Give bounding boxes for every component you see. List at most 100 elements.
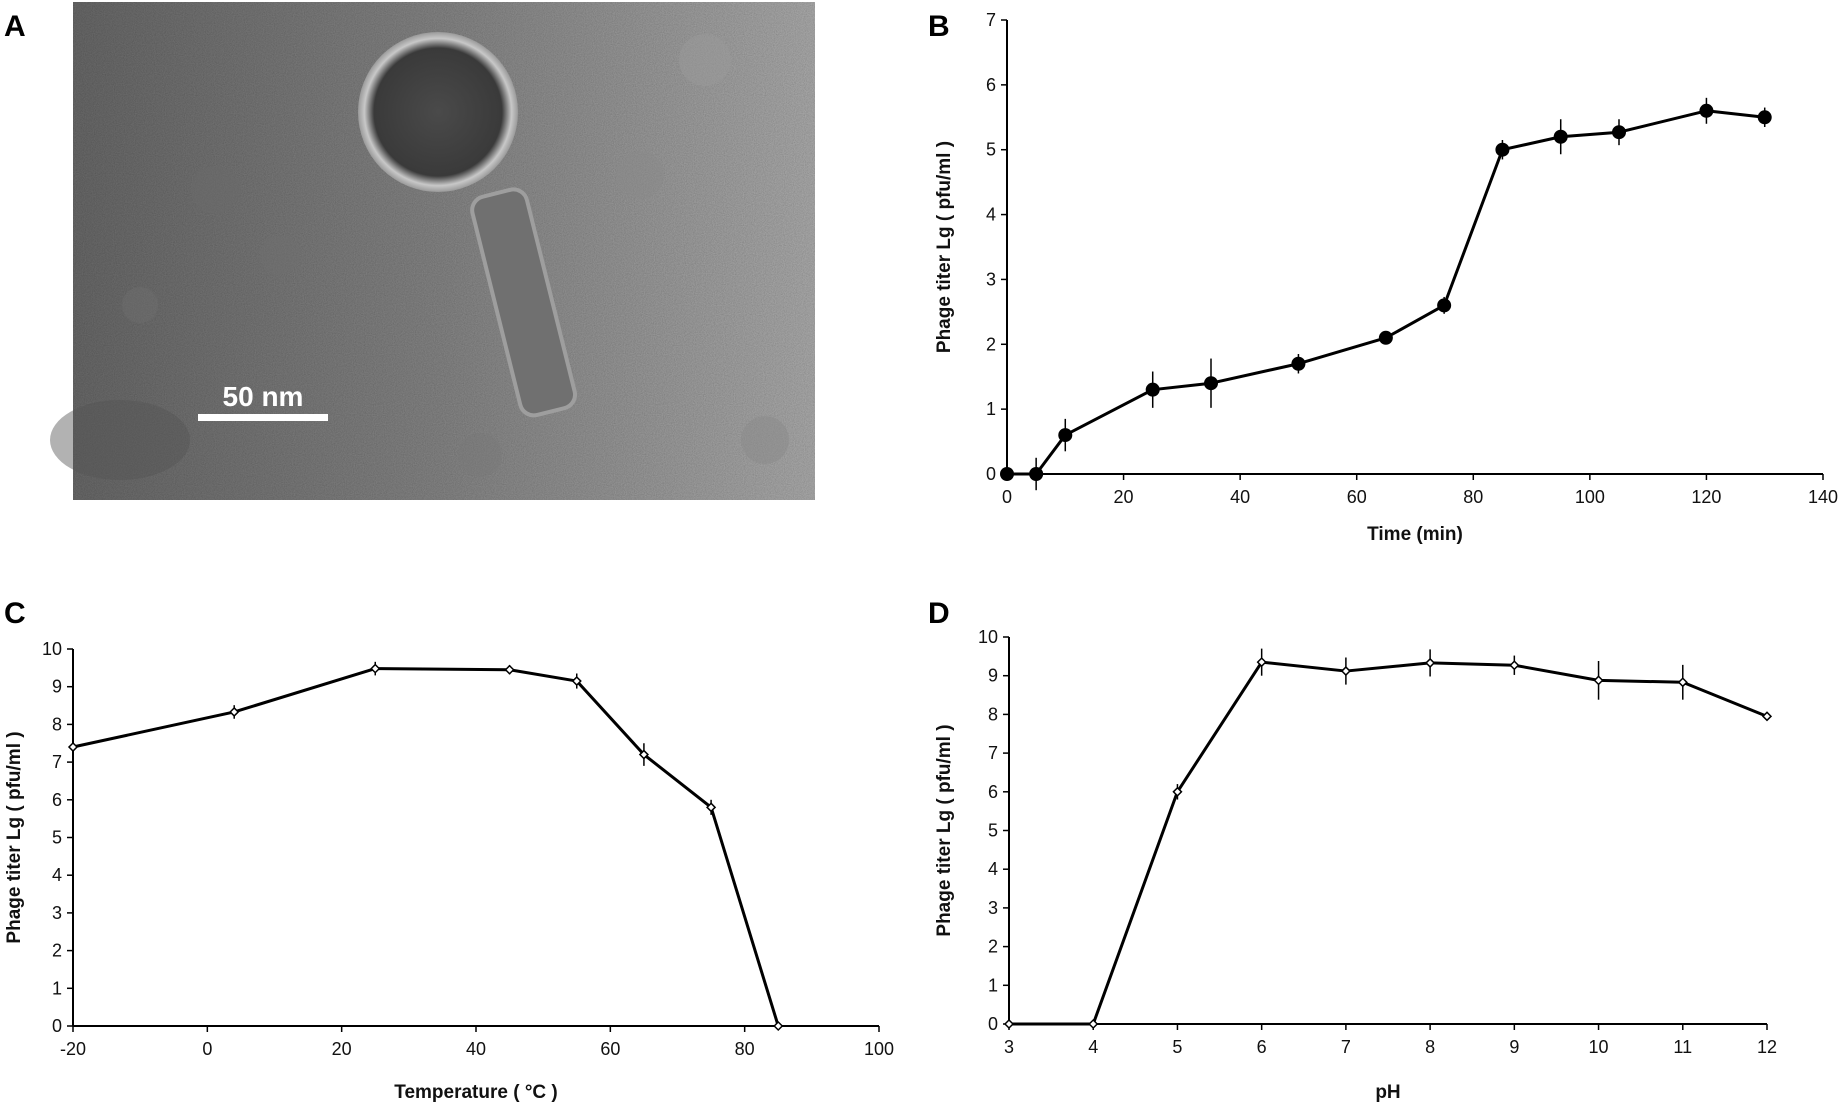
x-tick-label: 8 — [1425, 1037, 1435, 1057]
data-point — [1029, 467, 1044, 481]
y-tick-label: 2 — [986, 334, 996, 354]
data-point — [370, 663, 381, 674]
chart-c: -20 0 20 40 60 80 100 0 1 2 3 4 5 6 7 8 9 10 Temperature (… — [4, 639, 894, 1103]
x-tick-label: 0 — [202, 1039, 212, 1059]
x-tick-label: 60 — [1347, 487, 1367, 507]
phage-capsid — [358, 32, 518, 192]
x-axis-title: Time (min) — [1367, 524, 1463, 545]
x-tick-label: 3 — [1004, 1037, 1014, 1057]
y-tick-label: 4 — [52, 865, 62, 885]
y-tick-label: 7 — [988, 743, 998, 763]
x-tick-label: 5 — [1172, 1037, 1182, 1057]
data-point — [1593, 675, 1604, 686]
micrograph-particle — [122, 287, 158, 323]
data-point — [67, 741, 79, 753]
x-tick-label: 20 — [1114, 487, 1134, 507]
x-tick-label: 100 — [1575, 487, 1605, 507]
y-tick-label: 10 — [978, 627, 998, 647]
x-tick-label: 40 — [1230, 487, 1250, 507]
y-tick-label: 1 — [986, 399, 996, 419]
x-axis-title: Temperature ( °C ) — [394, 1082, 558, 1103]
micrograph-particle — [191, 166, 239, 214]
data-point — [1145, 382, 1160, 397]
panel-b-letter: B — [928, 10, 950, 43]
x-axis-title: pH — [1375, 1082, 1400, 1103]
y-tick-label: 8 — [52, 714, 62, 734]
series-line — [72, 667, 780, 1027]
y-axis-title: Phage titer Lg ( pfu/ml ) — [934, 724, 955, 936]
data-point — [1340, 665, 1351, 677]
y-tick-label: 6 — [988, 782, 998, 802]
x-tick-label: 12 — [1757, 1037, 1777, 1057]
y-tick-label: 6 — [52, 790, 62, 810]
y-tick-label: 5 — [986, 140, 996, 160]
y-tick-label: 10 — [42, 639, 62, 659]
data-point — [1437, 298, 1452, 313]
data-point — [1204, 376, 1218, 391]
phage-virion — [358, 32, 578, 418]
y-tick-label: 0 — [986, 464, 996, 484]
micrograph-particle — [616, 151, 664, 199]
panel-d-letter: D — [928, 597, 950, 630]
y-tick-label: 1 — [988, 975, 998, 995]
x-tick-label: 100 — [864, 1039, 894, 1059]
data-point — [773, 1020, 784, 1032]
micrograph-dark-region — [50, 400, 190, 480]
x-tick-label: 10 — [1589, 1037, 1609, 1057]
x-tick-label: 6 — [1257, 1037, 1267, 1057]
y-tick-label: 2 — [52, 941, 62, 961]
micrograph-particle — [741, 416, 789, 464]
y-tick-label: 7 — [52, 752, 62, 772]
x-tick-label: -20 — [60, 1039, 86, 1059]
y-tick-label: 6 — [986, 75, 996, 95]
y-tick-label: 3 — [986, 269, 996, 289]
y-tick-label: 0 — [52, 1016, 62, 1036]
data-point — [1172, 786, 1183, 797]
y-tick-label: 8 — [988, 704, 998, 724]
y-tick-label: 4 — [988, 859, 998, 879]
data-point — [1000, 467, 1014, 481]
data-point — [1761, 711, 1773, 722]
y-axis-title: Phage titer Lg ( pfu/ml ) — [4, 731, 25, 943]
data-point — [638, 749, 649, 760]
y-tick-label: 1 — [52, 978, 62, 998]
x-tick-label: 60 — [600, 1039, 620, 1059]
data-point — [1495, 142, 1510, 157]
panel-b: B 0 20 40 60 80 100 120 140 0 1 2 3 4 5 6 7 Time (min) Ph… — [928, 10, 1838, 545]
data-point — [1699, 103, 1714, 118]
y-tick-label: 3 — [52, 903, 62, 923]
x-tick-label: 20 — [332, 1039, 352, 1059]
phage-tail — [470, 187, 578, 418]
y-tick-label: 5 — [52, 828, 62, 848]
x-tick-label: 80 — [735, 1039, 755, 1059]
x-tick-label: 9 — [1509, 1037, 1519, 1057]
data-point — [1509, 660, 1520, 671]
data-point — [1425, 657, 1436, 668]
y-tick-label: 3 — [988, 898, 998, 918]
data-point — [1553, 129, 1568, 144]
y-tick-label: 2 — [988, 937, 998, 957]
y-tick-label: 7 — [986, 10, 996, 30]
x-tick-label: 4 — [1088, 1037, 1098, 1057]
x-tick-label: 0 — [1002, 487, 1012, 507]
micrograph-particle — [679, 34, 731, 86]
y-tick-label: 0 — [988, 1014, 998, 1034]
micrograph-particle — [260, 235, 300, 275]
series-line — [1007, 109, 1765, 476]
data-point — [1612, 125, 1626, 140]
series-line — [1009, 660, 1768, 1026]
data-point — [1003, 1018, 1015, 1030]
y-axis-title: Phage titer Lg ( pfu/ml ) — [934, 141, 955, 353]
y-tick-label: 5 — [988, 821, 998, 841]
data-point — [1378, 330, 1393, 345]
data-point — [1256, 657, 1267, 668]
panel-a: A 50 nm — [4, 2, 815, 500]
x-tick-label: 40 — [466, 1039, 486, 1059]
panel-c-letter: C — [4, 597, 26, 630]
data-point — [229, 706, 240, 718]
x-tick-label: 7 — [1341, 1037, 1351, 1057]
data-point — [1757, 110, 1772, 125]
data-point — [1677, 677, 1688, 688]
data-point — [706, 802, 717, 813]
